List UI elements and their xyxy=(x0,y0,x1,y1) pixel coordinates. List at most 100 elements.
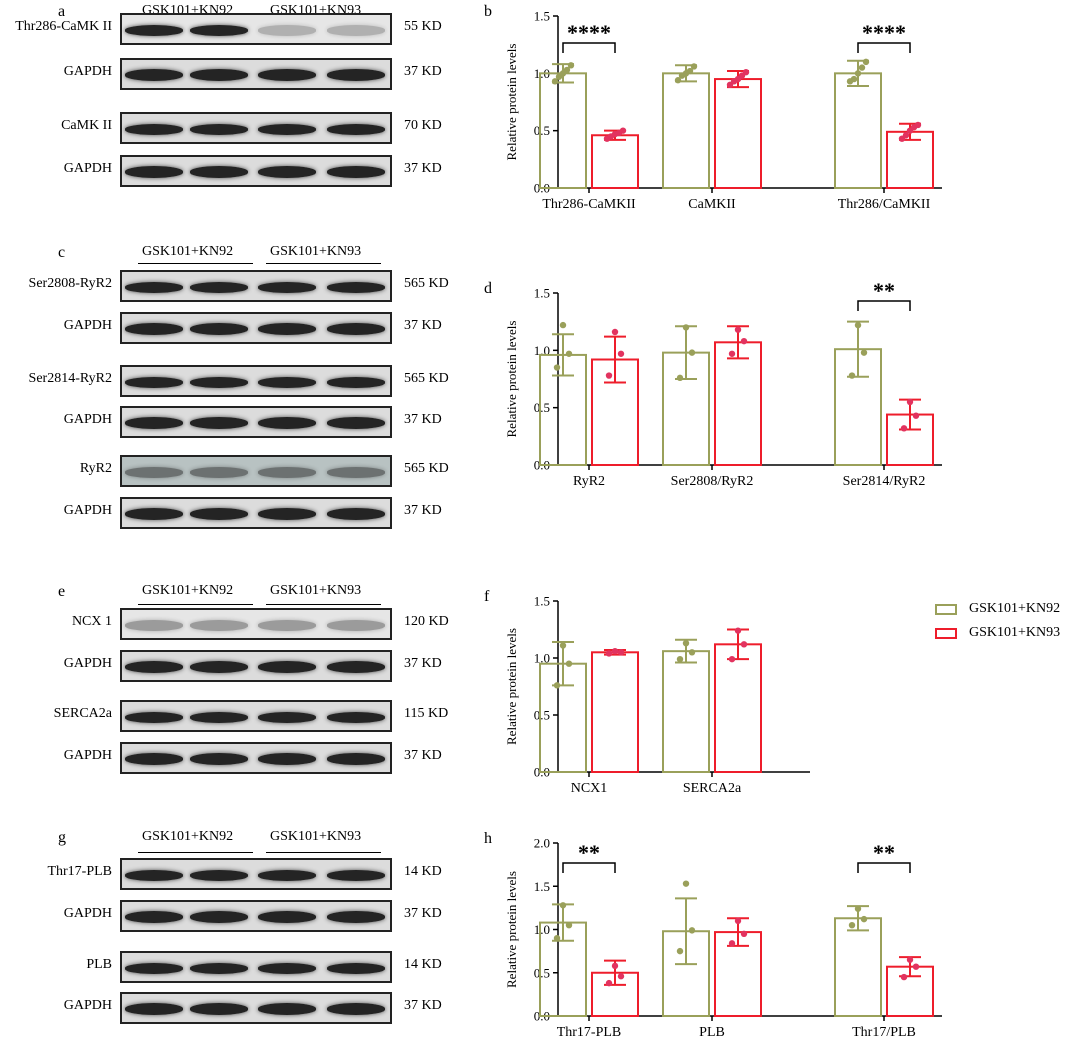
y-axis-title: Relative protein levels xyxy=(504,321,519,438)
blot-group-label-kn93: GSK101+KN93 xyxy=(270,829,362,844)
blot-band xyxy=(258,281,316,293)
blot-band xyxy=(327,753,385,765)
blot-strip xyxy=(120,742,392,774)
blot-band xyxy=(258,323,316,335)
blot-band xyxy=(190,962,248,974)
blot-band xyxy=(258,661,316,673)
bar-kn92 xyxy=(834,917,882,1017)
molecular-weight-label: 37 KD xyxy=(404,906,442,921)
blot-band xyxy=(125,24,183,36)
molecular-weight-label: 37 KD xyxy=(404,748,442,763)
blot-band xyxy=(190,281,248,293)
blot-strip xyxy=(120,406,392,438)
blot-group-label-kn92: GSK101+KN92 xyxy=(142,829,234,844)
blot-strip xyxy=(120,58,392,90)
data-point xyxy=(740,337,748,345)
blot-row-label: PLB xyxy=(86,957,112,972)
molecular-weight-label: 37 KD xyxy=(404,64,442,79)
x-tick-label: PLB xyxy=(699,1025,725,1037)
blot-band xyxy=(125,508,183,520)
significance-stars: **** xyxy=(862,20,906,45)
blot-band xyxy=(327,323,385,335)
blot-band xyxy=(190,911,248,923)
blot-band xyxy=(125,417,183,429)
data-point xyxy=(676,655,684,663)
data-point xyxy=(611,962,619,970)
data-point xyxy=(567,62,575,69)
data-point xyxy=(605,979,613,987)
blot-band xyxy=(125,376,183,388)
blot-band xyxy=(258,123,316,135)
blot-band xyxy=(327,711,385,723)
data-point xyxy=(553,682,561,689)
blot-band xyxy=(327,1003,385,1015)
blot-row-label: GAPDH xyxy=(63,318,112,333)
y-axis-title: Relative protein levels xyxy=(504,44,519,161)
data-point xyxy=(740,641,748,648)
blot-strip xyxy=(120,700,392,732)
blot-row-label: NCX 1 xyxy=(71,614,112,629)
blot-band xyxy=(258,711,316,723)
blot-group-label-kn93: GSK101+KN93 xyxy=(270,244,362,259)
data-point xyxy=(553,364,561,371)
blot-band xyxy=(190,1003,248,1015)
significance-stars: ** xyxy=(578,840,600,865)
blot-strip xyxy=(120,650,392,682)
y-axis-title: Relative protein levels xyxy=(504,628,519,745)
blot-row-label: Ser2814-RyR2 xyxy=(28,371,112,386)
significance-bracket xyxy=(562,42,616,53)
blot-band xyxy=(125,962,183,974)
blot-row-label: GAPDH xyxy=(63,64,112,79)
data-point xyxy=(551,78,559,85)
x-tick-label: Ser2808/RyR2 xyxy=(671,474,754,489)
blot-group-underline xyxy=(138,852,253,853)
blot-band xyxy=(258,166,316,178)
blot-band xyxy=(125,323,183,335)
blot-band xyxy=(190,24,248,36)
molecular-weight-label: 120 KD xyxy=(404,614,449,629)
data-point xyxy=(862,58,870,66)
blot-strip xyxy=(120,112,392,144)
legend-swatch-kn93 xyxy=(935,628,957,639)
blot-band xyxy=(327,123,385,135)
data-point xyxy=(900,973,908,981)
molecular-weight-label: 14 KD xyxy=(404,864,442,879)
data-point xyxy=(565,921,573,929)
blot-strip xyxy=(120,365,392,397)
data-point xyxy=(848,372,856,379)
blot-group-label-kn92: GSK101+KN92 xyxy=(142,583,234,598)
blot-band xyxy=(258,24,316,36)
blot-band xyxy=(258,911,316,923)
data-point xyxy=(611,328,619,336)
data-point xyxy=(686,67,694,75)
blot-row-label: GAPDH xyxy=(63,412,112,427)
bar-kn93 xyxy=(591,134,639,189)
blot-band xyxy=(258,466,316,478)
data-point xyxy=(690,63,698,70)
molecular-weight-label: 37 KD xyxy=(404,503,442,518)
data-point xyxy=(728,940,736,947)
blot-row-label: Thr17-PLB xyxy=(47,864,112,879)
bar-kn92 xyxy=(662,650,710,773)
blot-group-underline xyxy=(138,604,253,605)
data-point xyxy=(854,905,862,912)
significance-bracket xyxy=(562,862,616,873)
data-point xyxy=(617,350,625,357)
x-tick-label: Thr286-CaMKII xyxy=(542,197,636,212)
blot-strip xyxy=(120,858,392,890)
data-point xyxy=(619,127,627,134)
y-tick-label: 0.5 xyxy=(534,708,550,723)
y-tick-label: 0.5 xyxy=(534,965,550,980)
blot-band xyxy=(327,619,385,631)
blot-strip xyxy=(120,312,392,344)
data-point xyxy=(860,349,868,356)
x-tick-label: Thr286/CaMKII xyxy=(838,197,931,212)
data-point xyxy=(676,947,684,955)
significance-stars: ** xyxy=(873,840,895,865)
panel-letter-g: g xyxy=(58,829,66,846)
blot-row-label: GAPDH xyxy=(63,998,112,1013)
data-point xyxy=(674,77,682,84)
blot-band xyxy=(190,753,248,765)
